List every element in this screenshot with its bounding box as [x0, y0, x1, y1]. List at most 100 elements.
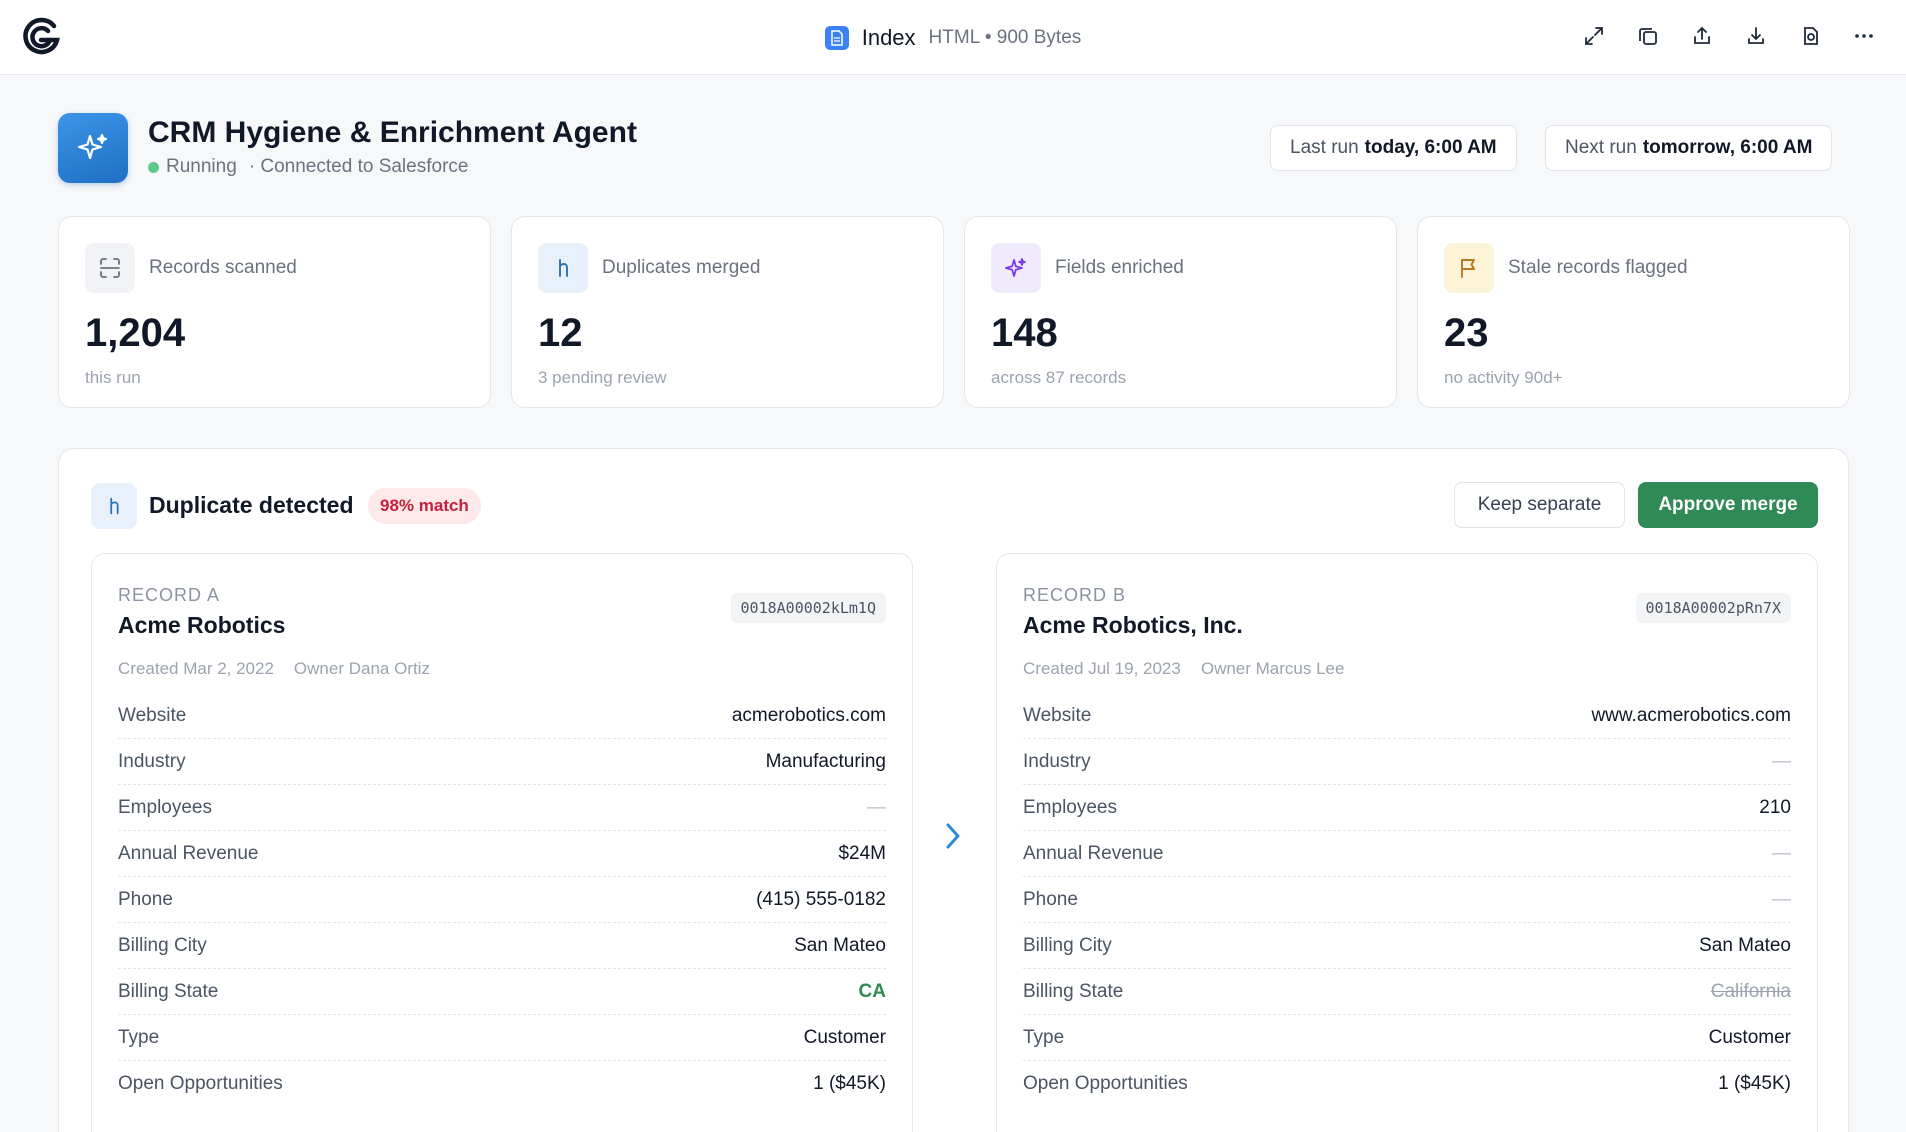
field-value: www.acmerobotics.com [1591, 704, 1791, 726]
field-label: Billing City [118, 934, 207, 956]
field-row: Employees 210 [1023, 785, 1791, 831]
merge-icon [538, 243, 588, 293]
field-value: San Mateo [1699, 934, 1791, 956]
stat-value: 1,204 [85, 311, 186, 355]
duplicate-title: Duplicate detected [149, 492, 354, 518]
field-row: Phone (415) 555-0182 [118, 877, 886, 923]
field-label: Phone [1023, 888, 1078, 910]
field-value: San Mateo [794, 934, 886, 956]
field-label: Website [118, 704, 187, 726]
field-value: — [1772, 842, 1791, 864]
record-name: Acme Robotics, Inc. [1023, 612, 1243, 638]
stat-label: Stale records flagged [1508, 257, 1688, 278]
record-id[interactable]: 0018A00002kLm1Q [730, 593, 886, 623]
field-row: Industry Manufacturing [118, 739, 886, 785]
more-icon[interactable] [1846, 18, 1882, 54]
download-icon[interactable] [1738, 18, 1774, 54]
last-run-value: today, 6:00 AM [1364, 137, 1497, 158]
next-run-value: tomorrow, 6:00 AM [1642, 137, 1813, 158]
field-label: Website [1023, 704, 1092, 726]
field-label: Industry [118, 750, 186, 772]
flag-icon [1444, 243, 1494, 293]
field-label: Annual Revenue [118, 842, 259, 864]
field-label: Phone [118, 888, 173, 910]
stat-subtext: 3 pending review [538, 368, 667, 387]
stat-subtext: this run [85, 368, 141, 387]
record-created: Created Mar 2, 2022 [118, 659, 274, 678]
stat-subtext: across 87 records [991, 368, 1127, 387]
chevron-right-icon [938, 821, 968, 851]
record-name: Acme Robotics [118, 612, 286, 638]
field-row: Billing City San Mateo [1023, 923, 1791, 969]
field-value: — [1772, 888, 1791, 910]
stat-label: Fields enriched [1055, 257, 1184, 278]
document-meta: HTML • 900 Bytes [928, 26, 1082, 48]
stat-label: Records scanned [149, 257, 297, 278]
record-a-card: RECORD A Acme Robotics 0018A00002kLm1Q C… [91, 553, 913, 1132]
share-icon[interactable] [1684, 18, 1720, 54]
copy-icon[interactable] [1630, 18, 1666, 54]
agent-status: Running · Connected to Salesforce [148, 156, 474, 178]
field-value: — [867, 796, 886, 818]
document-title: Index HTML • 900 Bytes [0, 0, 1906, 75]
next-run-label: Next run [1565, 137, 1637, 158]
field-value: Manufacturing [765, 750, 886, 772]
scan-icon [85, 243, 135, 293]
field-row: Billing City San Mateo [118, 923, 886, 969]
field-row: Annual Revenue $24M [118, 831, 886, 877]
field-row: Type Customer [118, 1015, 886, 1061]
stat-subtext: no activity 90d+ [1444, 368, 1563, 387]
field-value: Customer [1708, 1026, 1791, 1048]
record-owner: Owner Dana Ortiz [293, 659, 430, 678]
field-label: Employees [1023, 796, 1117, 818]
expand-icon[interactable] [1576, 18, 1612, 54]
field-label: Type [118, 1026, 160, 1048]
record-owner: Owner Marcus Lee [1200, 659, 1345, 678]
field-row: Billing State CA [118, 969, 886, 1015]
approve-merge-button[interactable]: Approve merge [1638, 482, 1818, 528]
field-row: Annual Revenue — [1023, 831, 1791, 877]
agent-title: CRM Hygiene & Enrichment Agent [148, 116, 637, 149]
field-row: Website www.acmerobotics.com [1023, 693, 1791, 739]
stat-card-stale-records: Stale records flagged 23 no activity 90d… [1417, 216, 1850, 408]
field-label: Employees [118, 796, 212, 818]
agent-sparkle-icon [58, 113, 128, 183]
last-run-label: Last run [1290, 137, 1359, 158]
record-created: Created Jul 19, 2023 [1023, 659, 1181, 678]
field-label: Open Opportunities [118, 1073, 283, 1094]
record-b-card: RECORD B Acme Robotics, Inc. 0018A00002p… [996, 553, 1818, 1132]
document-name: Index [861, 24, 916, 50]
field-label: Billing State [1023, 980, 1124, 1002]
record-meta: Created Jul 19, 2023 Owner Marcus Lee [1023, 659, 1344, 679]
field-value: 210 [1759, 796, 1791, 818]
keep-separate-button[interactable]: Keep separate [1454, 482, 1625, 528]
field-row: Open Opportunities 1 ($45K) [118, 1061, 886, 1107]
record-fields: Website acmerobotics.com Industry Manufactu… [118, 693, 886, 1107]
field-row: Website acmerobotics.com [118, 693, 886, 739]
record-fields: Website www.acmerobotics.com Industry — Empl… [1023, 693, 1791, 1107]
stat-value: 148 [991, 311, 1058, 355]
record-label: RECORD A [118, 585, 221, 605]
app-logo-icon[interactable] [20, 16, 62, 58]
field-row: Billing State California [1023, 969, 1791, 1015]
field-row: Type Customer [1023, 1015, 1791, 1061]
top-bar: Index HTML • 900 Bytes [0, 0, 1906, 75]
connection-text: · Connected to Salesforce [248, 156, 469, 177]
duplicate-panel: Duplicate detected 98% match Keep separa… [58, 448, 1849, 1132]
field-value: Customer [803, 1026, 886, 1048]
next-run-pill: Next run tomorrow, 6:00 AM [1545, 125, 1833, 171]
field-label: Type [1023, 1026, 1065, 1048]
status-text: Running [166, 156, 237, 177]
field-value: (415) 555-0182 [756, 888, 886, 910]
stat-value: 12 [538, 311, 583, 355]
field-label: Billing State [118, 980, 219, 1002]
duplicate-file-icon[interactable] [1792, 18, 1828, 54]
field-row: Industry — [1023, 739, 1791, 785]
field-value: 1 ($45K) [1718, 1073, 1791, 1094]
field-value: — [1772, 750, 1791, 772]
field-value: CA [858, 980, 886, 1002]
document-icon [824, 25, 849, 50]
record-id[interactable]: 0018A00002pRn7X [1635, 593, 1791, 623]
stat-card-duplicates-merged: Duplicates merged 12 3 pending review [511, 216, 944, 408]
field-value: California [1710, 980, 1791, 1002]
